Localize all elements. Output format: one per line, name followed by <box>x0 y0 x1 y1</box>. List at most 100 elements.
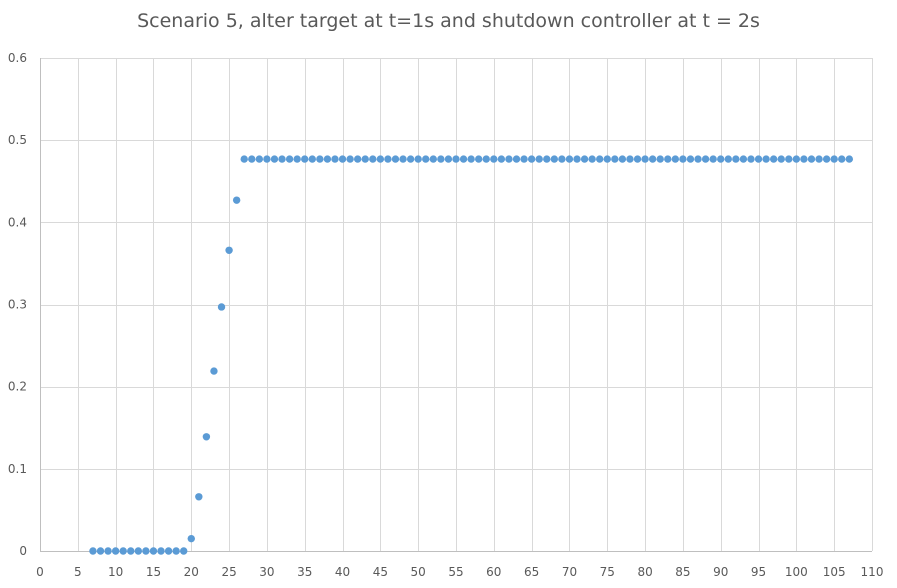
data-point <box>467 155 475 163</box>
y-tick-label: 0.2 <box>8 380 27 394</box>
data-point <box>187 534 195 543</box>
x-tick-label: 35 <box>297 565 312 579</box>
data-point <box>452 155 460 163</box>
data-point <box>694 155 702 163</box>
data-point <box>830 155 838 163</box>
data-point <box>96 547 105 555</box>
data-point <box>459 155 468 163</box>
data-point <box>376 155 385 163</box>
data-point <box>285 155 294 163</box>
data-point <box>353 155 362 163</box>
x-tick-label: 30 <box>259 565 274 579</box>
data-point <box>422 155 430 163</box>
data-point <box>664 155 672 163</box>
data-point <box>316 155 324 163</box>
data-point <box>308 155 316 163</box>
tick-labels: 0 5 10 15 20 25 30 35 40 45 50 55 60 65 70 75 80 85 90 95 10… <box>8 51 884 579</box>
data-point <box>535 155 543 163</box>
data-point <box>323 155 332 163</box>
data-point <box>149 547 158 555</box>
x-tick-label: 65 <box>524 565 539 579</box>
x-tick-label: 5 <box>74 565 82 579</box>
data-point <box>520 155 528 163</box>
data-point <box>134 547 143 555</box>
data-point <box>596 155 604 163</box>
x-tick-label: 90 <box>713 565 728 579</box>
data-point <box>331 155 339 163</box>
data-point <box>142 547 150 555</box>
x-tick-label: 100 <box>785 565 808 579</box>
data-point <box>838 155 846 163</box>
data-point <box>565 155 574 163</box>
data-point <box>384 155 392 163</box>
x-tick-label: 80 <box>637 565 652 579</box>
x-tick-label: 10 <box>108 565 123 579</box>
grid-layer <box>40 58 873 551</box>
x-tick-label: 85 <box>675 565 690 579</box>
y-tick-label: 0.5 <box>8 133 27 147</box>
data-point <box>527 155 536 163</box>
data-point <box>558 155 566 163</box>
data-point <box>490 155 498 163</box>
data-point <box>626 155 634 163</box>
data-point <box>293 155 301 163</box>
data-points <box>89 155 854 555</box>
data-point <box>248 155 256 163</box>
data-point <box>573 155 581 163</box>
data-point <box>127 547 135 555</box>
data-point <box>369 155 377 163</box>
data-point <box>391 155 400 163</box>
x-tick-label: 60 <box>486 565 501 579</box>
data-point <box>119 547 127 555</box>
data-point <box>709 155 717 163</box>
data-point <box>104 547 112 555</box>
data-point <box>701 155 710 163</box>
x-tick-label: 15 <box>146 565 161 579</box>
data-point <box>769 155 778 163</box>
data-point <box>815 155 823 163</box>
data-point <box>406 155 415 163</box>
data-point <box>686 155 695 163</box>
x-tick-label: 55 <box>448 565 463 579</box>
x-tick-label: 25 <box>221 565 236 579</box>
data-point <box>474 155 483 163</box>
data-point <box>346 155 354 163</box>
y-tick-label: 0.6 <box>8 51 27 65</box>
data-point <box>225 246 233 254</box>
data-point <box>202 433 211 441</box>
data-point <box>807 155 816 163</box>
data-point <box>429 155 438 163</box>
data-point <box>754 155 763 163</box>
x-tick-label: 70 <box>562 565 577 579</box>
data-point <box>195 493 203 501</box>
data-point <box>172 547 180 555</box>
data-point <box>800 155 808 163</box>
chart-title: Scenario 5, alter target at t=1s and shu… <box>137 10 760 32</box>
data-point <box>611 155 619 163</box>
x-tick-label: 110 <box>861 565 884 579</box>
y-tick-label: 0.1 <box>8 462 27 476</box>
data-point <box>550 155 559 163</box>
data-point <box>671 155 680 163</box>
x-tick-label: 95 <box>751 565 766 579</box>
data-point <box>89 547 97 555</box>
x-tick-label: 20 <box>184 565 199 579</box>
data-point <box>588 155 596 163</box>
data-point <box>739 155 748 163</box>
data-point <box>301 155 309 163</box>
data-point <box>338 155 347 163</box>
data-point <box>217 303 226 311</box>
data-point <box>399 155 407 163</box>
data-point <box>724 155 732 163</box>
data-point <box>232 196 241 204</box>
x-tick-label: 105 <box>823 565 846 579</box>
data-point <box>482 155 490 163</box>
data-point <box>792 155 801 163</box>
data-point <box>633 155 642 163</box>
data-point <box>278 155 286 163</box>
data-point <box>270 155 279 163</box>
data-point <box>164 547 173 555</box>
data-point <box>180 547 188 555</box>
